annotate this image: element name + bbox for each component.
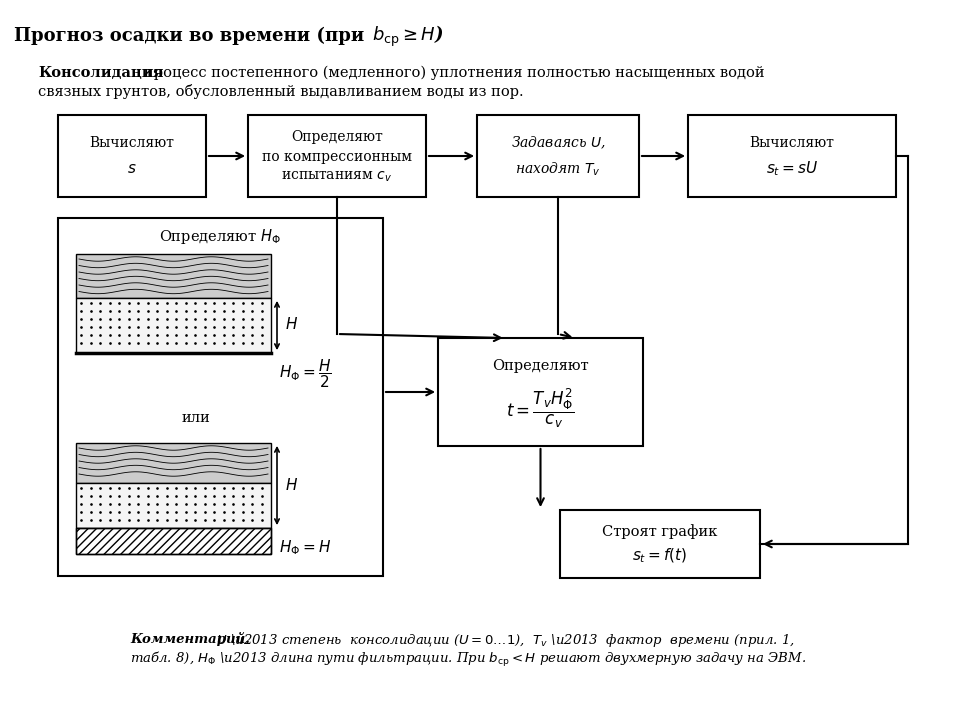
Text: $U$ \u2013 степень  консолидации ($U=0\ldots1$),  $T_v$ \u2013  фактор  времени : $U$ \u2013 степень консолидации ($U=0\ld… <box>212 632 795 649</box>
Text: Вычисляют: Вычисляют <box>750 136 834 150</box>
Text: $H$: $H$ <box>285 477 298 493</box>
Text: Определяют: Определяют <box>492 359 588 373</box>
Bar <box>560 510 760 578</box>
Text: по компрессионным: по компрессионным <box>262 150 412 164</box>
Text: Комментарий.: Комментарий. <box>130 632 250 646</box>
Text: $b_\mathrm{cp}\geq H$): $b_\mathrm{cp}\geq H$) <box>372 23 444 49</box>
Bar <box>76 528 271 554</box>
Bar <box>76 443 271 483</box>
Bar <box>76 528 271 554</box>
Text: $H_\Phi = \dfrac{H}{2}$: $H_\Phi = \dfrac{H}{2}$ <box>279 358 331 390</box>
Text: $s_t = f(t)$: $s_t = f(t)$ <box>633 546 687 565</box>
Text: испытаниям $c_v$: испытаниям $c_v$ <box>281 170 393 184</box>
Text: $H$: $H$ <box>285 316 298 332</box>
Text: $s_t = sU$: $s_t = sU$ <box>766 160 818 179</box>
Text: Вычисляют: Вычисляют <box>89 136 175 150</box>
Text: - процесс постепенного (медленного) уплотнения полностью насыщенных водой: - процесс постепенного (медленного) упло… <box>130 66 764 81</box>
Text: Определяют: Определяют <box>291 130 383 144</box>
Text: $H_\Phi = H$: $H_\Phi = H$ <box>279 539 331 557</box>
Text: Прогноз осадки во времени (при: Прогноз осадки во времени (при <box>13 27 370 45</box>
Text: $t = \dfrac{T_v H_\Phi^2}{c_v}$: $t = \dfrac{T_v H_\Phi^2}{c_v}$ <box>506 387 575 430</box>
Bar <box>76 298 271 353</box>
Text: находят $T_v$: находят $T_v$ <box>516 161 601 178</box>
Bar <box>477 115 639 197</box>
Bar <box>438 338 643 446</box>
Bar <box>58 218 383 576</box>
Bar <box>76 254 271 298</box>
Text: $s$: $s$ <box>127 162 137 176</box>
Text: Консолидация: Консолидация <box>38 66 163 80</box>
Text: табл. 8), $H_\Phi$ \u2013 длина пути фильтрации. При $b_\mathrm{cp} < H$ решают : табл. 8), $H_\Phi$ \u2013 длина пути фил… <box>130 650 806 669</box>
Text: Задаваясь $U$,: Задаваясь $U$, <box>511 135 606 151</box>
Text: Строят график: Строят график <box>602 525 718 539</box>
Text: Определяют $H_\Phi$: Определяют $H_\Phi$ <box>159 227 281 246</box>
Bar <box>688 115 896 197</box>
Bar <box>76 483 271 528</box>
Bar <box>58 115 206 197</box>
Bar <box>248 115 426 197</box>
Text: или: или <box>181 411 210 425</box>
Text: связных грунтов, обусловленный выдавливанием воды из пор.: связных грунтов, обусловленный выдавлива… <box>38 84 523 99</box>
